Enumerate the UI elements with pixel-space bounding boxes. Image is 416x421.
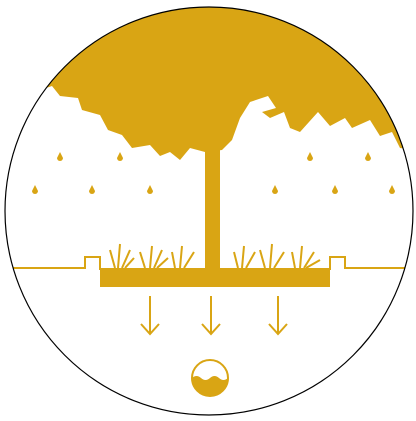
arrows: [141, 296, 287, 334]
illustration: [0, 0, 416, 421]
planter: [100, 268, 330, 287]
tree-trunk: [205, 140, 220, 272]
reservoir: [192, 360, 228, 396]
scene: [0, 0, 416, 396]
tree-canopy: [0, 0, 416, 160]
